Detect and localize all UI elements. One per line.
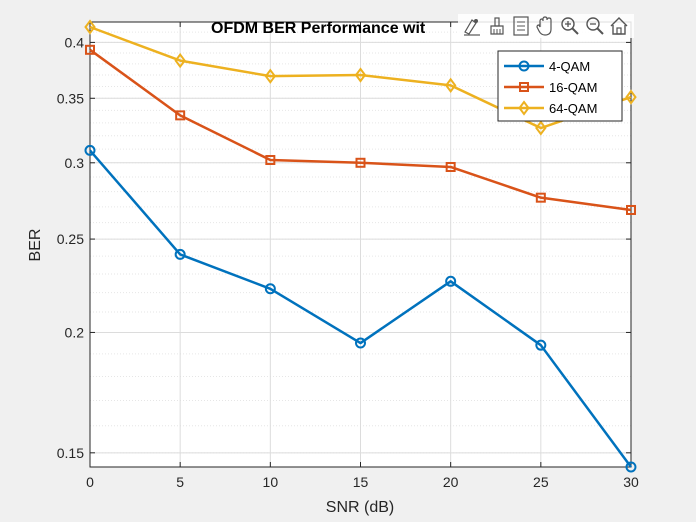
data-point-4-qam: [535, 339, 547, 351]
series-layer: [84, 19, 637, 473]
legend-marker-64-qam: [518, 100, 530, 116]
y-tick-label: 0.3: [65, 155, 85, 171]
axes-toolbar: [458, 14, 634, 38]
legend-label-16-qam: 16-QAM: [549, 80, 597, 95]
zoom-in-icon[interactable]: [561, 17, 579, 35]
series-4-qam: [84, 144, 637, 473]
x-axis-label: SNR (dB): [326, 499, 394, 516]
data-point-64-qam: [174, 52, 186, 69]
data-point-4-qam: [355, 337, 366, 349]
data-point-64-qam: [84, 19, 96, 35]
data-point-16-qam: [85, 44, 95, 55]
y-tick-label: 0.2: [65, 324, 85, 340]
data-point-16-qam: [265, 155, 276, 166]
legend-label-4-qam: 4-QAM: [549, 59, 590, 74]
x-tick-labels: 0 5 10 15 20 25 30: [86, 474, 639, 490]
data-point-16-qam: [355, 157, 366, 168]
x-tick-label: 20: [443, 474, 459, 490]
home-icon[interactable]: [610, 17, 628, 35]
data-point-4-qam: [445, 275, 457, 287]
legend-entry-16-qam: 16-QAM: [504, 80, 597, 95]
y-tick-labels: 0.15 0.2 0.25 0.3 0.35 0.4: [57, 34, 84, 460]
series-line-16-qam: [89, 48, 632, 212]
legend-box: [497, 50, 623, 122]
x-tick-label: 10: [263, 474, 279, 490]
y-tick-label: 0.25: [57, 231, 84, 247]
data-point-16-qam: [445, 161, 456, 172]
zoom-out-icon[interactable]: [586, 17, 604, 35]
series-line-64-qam: [89, 25, 632, 130]
pan-icon[interactable]: [536, 16, 552, 36]
data-point-4-qam: [174, 248, 186, 260]
legend-icon[interactable]: [513, 16, 529, 36]
x-tick-label: 15: [353, 474, 369, 490]
series-line-4-qam: [89, 149, 633, 468]
brush-icon[interactable]: [490, 17, 504, 35]
chart-title: OFDM BER Performance wit: [211, 20, 426, 37]
legend-label-64-qam: 64-QAM: [549, 101, 597, 116]
data-point-64-qam: [625, 89, 637, 105]
data-point-4-qam: [264, 283, 276, 295]
legend-marker-4-qam: [518, 60, 530, 72]
data-point-64-qam: [264, 68, 277, 84]
data-point-4-qam: [84, 144, 96, 156]
legend: 4-QAM 16-QAM 64-QAM: [497, 50, 623, 122]
data-point-64-qam: [444, 77, 457, 94]
x-tick-label: 0: [86, 474, 94, 490]
axis-ticks: [89, 22, 632, 467]
y-tick-label: 0.35: [57, 90, 84, 106]
y-tick-label: 0.15: [57, 445, 84, 461]
x-tick-label: 25: [533, 474, 549, 490]
legend-entry-4-qam: 4-QAM: [504, 59, 590, 74]
series-64-qam: [84, 19, 637, 136]
data-point-16-qam: [175, 110, 186, 121]
series-16-qam: [85, 44, 636, 215]
data-point-16-qam: [535, 192, 546, 203]
datatip-icon[interactable]: [464, 19, 480, 36]
data-point-64-qam: [535, 120, 547, 136]
data-point-16-qam: [626, 204, 636, 215]
x-tick-label: 30: [623, 474, 639, 490]
x-tick-label: 5: [176, 474, 184, 490]
y-axis-label: BER: [27, 229, 44, 262]
data-point-4-qam: [625, 461, 637, 473]
data-point-64-qam: [354, 67, 367, 83]
legend-entry-64-qam: 64-QAM: [504, 100, 597, 116]
legend-marker-16-qam: [519, 82, 529, 92]
y-tick-label: 0.4: [65, 34, 85, 50]
